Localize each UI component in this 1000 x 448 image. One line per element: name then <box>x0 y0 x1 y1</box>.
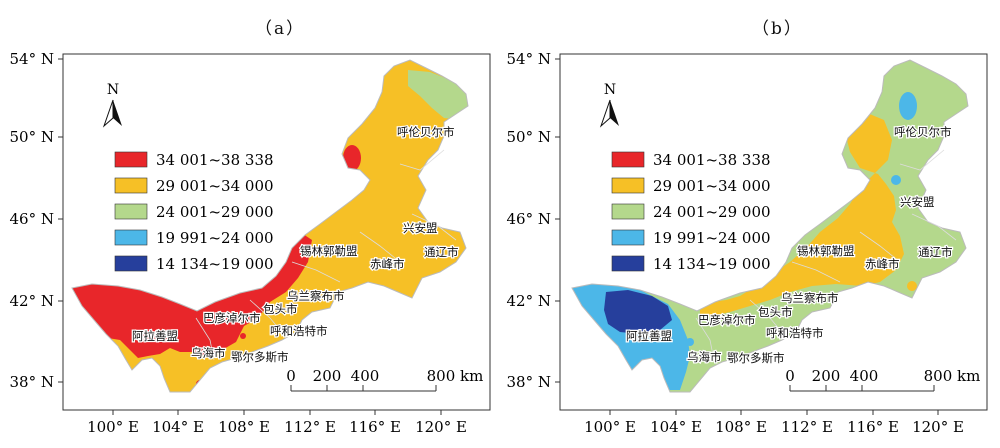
lon-label: 100° E <box>87 418 139 436</box>
city-label: 通辽市 <box>918 245 953 259</box>
city-label: 兴安盟 <box>403 221 438 235</box>
legend-label: 24 001~29 000 <box>653 203 771 221</box>
city-label: 锡林郭勒盟 <box>797 244 855 258</box>
scale-tick: 400 <box>351 367 380 385</box>
lat-label: 38° N <box>10 373 54 391</box>
city-label: 乌兰察布市 <box>781 291 839 305</box>
scale-tick: 0 <box>785 367 795 385</box>
city-label: 鄂尔多斯市 <box>727 351 785 365</box>
city-label: 乌兰察布市 <box>287 289 345 303</box>
city-label: 巴彦淖尔市 <box>698 313 756 327</box>
lat-label: 54° N <box>507 50 551 68</box>
city-label: 锡林郭勒盟 <box>300 244 358 258</box>
lat-label: 50° N <box>507 128 551 146</box>
legend-label: 29 001~34 000 <box>156 177 274 195</box>
zone-green-ne <box>408 70 468 120</box>
lon-label: 120° E <box>415 418 467 436</box>
legend-label: 34 001~38 338 <box>156 151 274 169</box>
city-label: 鄂尔多斯市 <box>231 350 289 364</box>
legend-label: 19 991~24 000 <box>156 229 274 247</box>
lat-label: 38° N <box>507 373 551 391</box>
map-panel-b: 54° N 50° N 46° N 42° N 38° N 100° E 104… <box>507 50 988 436</box>
map-panel-a: 54° N 50° N 46° N 42° N 38° N 100° E 104… <box>10 50 491 436</box>
lon-label: 116° E <box>847 418 899 436</box>
scale-bar: 0 200 400 800 km <box>286 367 484 392</box>
legend-label: 19 991~24 000 <box>653 229 771 247</box>
zone-red-spot <box>343 145 361 171</box>
lon-label: 112° E <box>781 418 833 436</box>
lon-label: 120° E <box>912 418 964 436</box>
city-label: 阿拉善盟 <box>626 329 672 343</box>
lon-label: 100° E <box>584 418 636 436</box>
panel-b-label: （b） <box>752 19 803 39</box>
city-label: 呼和浩特市 <box>766 326 824 340</box>
scale-tick: 800 km <box>427 367 484 385</box>
legend-label: 14 134~19 000 <box>653 255 771 273</box>
lat-label: 50° N <box>10 128 54 146</box>
legend-b: 34 001~38 338 29 001~34 000 24 001~29 00… <box>611 151 771 273</box>
lon-label: 116° E <box>349 418 401 436</box>
legend-label: 34 001~38 338 <box>653 151 771 169</box>
city-label: 呼和浩特市 <box>270 324 328 338</box>
zone-orange-central <box>700 100 904 318</box>
city-label: 巴彦淖尔市 <box>203 311 261 325</box>
legend-label: 29 001~34 000 <box>653 177 771 195</box>
scale-tick: 800 km <box>924 367 981 385</box>
city-label: 兴安盟 <box>900 195 935 209</box>
lon-label: 104° E <box>152 418 204 436</box>
city-label: 乌海市 <box>191 346 226 360</box>
lat-label: 54° N <box>10 50 54 68</box>
scale-tick: 200 <box>313 367 342 385</box>
city-label: 呼伦贝尔市 <box>894 125 952 139</box>
legend-label: 24 001~29 000 <box>156 203 274 221</box>
lat-label: 42° N <box>10 292 54 310</box>
lon-label: 108° E <box>218 418 270 436</box>
legend-a: 34 001~38 338 29 001~34 000 24 001~29 00… <box>114 151 274 273</box>
city-label: 赤峰市 <box>370 257 405 271</box>
north-arrow-icon: N <box>102 82 122 128</box>
city-label: 包头市 <box>263 302 298 316</box>
panel-a-label: （a） <box>255 19 306 39</box>
city-label: 通辽市 <box>424 245 459 259</box>
city-label: 乌海市 <box>687 350 722 364</box>
lat-label: 46° N <box>10 210 54 228</box>
lon-label: 104° E <box>650 418 702 436</box>
north-label: N <box>107 82 119 98</box>
scale-tick: 400 <box>850 367 879 385</box>
city-label: 阿拉善盟 <box>132 329 178 343</box>
scale-bar: 0 200 400 800 km <box>785 367 981 392</box>
city-label: 赤峰市 <box>865 257 900 271</box>
lat-label: 46° N <box>507 210 551 228</box>
zone-blue-lake <box>899 92 917 120</box>
scale-tick: 200 <box>812 367 841 385</box>
north-arrow-icon: N <box>599 82 619 128</box>
north-label: N <box>604 82 616 98</box>
lat-label: 42° N <box>507 292 551 310</box>
lon-label: 112° E <box>284 418 336 436</box>
legend-label: 14 134~19 000 <box>156 255 274 273</box>
scale-tick: 0 <box>286 367 296 385</box>
city-label: 呼伦贝尔市 <box>397 125 455 139</box>
lon-label: 108° E <box>715 418 767 436</box>
city-label: 包头市 <box>758 305 793 319</box>
zone-darkblue-west <box>604 290 672 334</box>
